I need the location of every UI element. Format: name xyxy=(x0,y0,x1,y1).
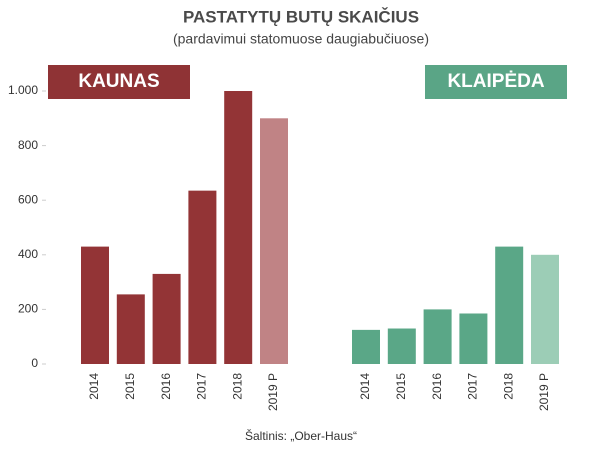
x-tick-label: 2017 xyxy=(466,373,480,400)
x-tick-label: 2019 P xyxy=(266,373,280,411)
bar xyxy=(352,329,380,364)
x-tick-label: 2015 xyxy=(123,373,137,400)
bar xyxy=(152,273,181,364)
group-label-box xyxy=(48,65,190,99)
x-tick-label: 2017 xyxy=(195,373,209,400)
x-tick-label: 2016 xyxy=(159,373,173,400)
group-label: KLAIPĖDA xyxy=(447,71,544,92)
bar xyxy=(260,118,288,364)
x-tick-label: 2018 xyxy=(501,373,515,400)
chart-subtitle: (pardavimui statomuose daugiabučiuose) xyxy=(173,31,429,47)
bar xyxy=(224,91,253,364)
x-tick-label: 2016 xyxy=(430,373,444,400)
bar xyxy=(188,190,217,364)
bar xyxy=(387,328,416,364)
group-label-box xyxy=(425,65,567,99)
bar xyxy=(81,246,109,364)
y-tick-label: 0 xyxy=(31,356,38,370)
bar xyxy=(423,309,452,364)
x-tick-label: 2014 xyxy=(358,373,372,400)
bar xyxy=(531,254,559,364)
bar xyxy=(116,294,145,364)
x-tick-label: 2015 xyxy=(394,373,408,400)
group-label: KAUNAS xyxy=(78,71,159,92)
x-tick-label: 2014 xyxy=(87,373,101,400)
source: Šaltinis: „Ober-Haus“ xyxy=(245,428,357,443)
bar xyxy=(495,246,524,364)
y-tick-label: 1.000 xyxy=(8,83,38,97)
y-tick-label: 600 xyxy=(18,192,38,206)
y-tick-label: 200 xyxy=(18,302,38,316)
bar xyxy=(459,313,488,364)
y-tick-label: 400 xyxy=(18,247,38,261)
x-tick-label: 2018 xyxy=(230,373,244,400)
y-tick-label: 800 xyxy=(18,138,38,152)
chart-title: PASTATYTŲ BUTŲ SKAIČIUS xyxy=(183,7,419,26)
x-tick-label: 2019 P xyxy=(537,373,551,411)
